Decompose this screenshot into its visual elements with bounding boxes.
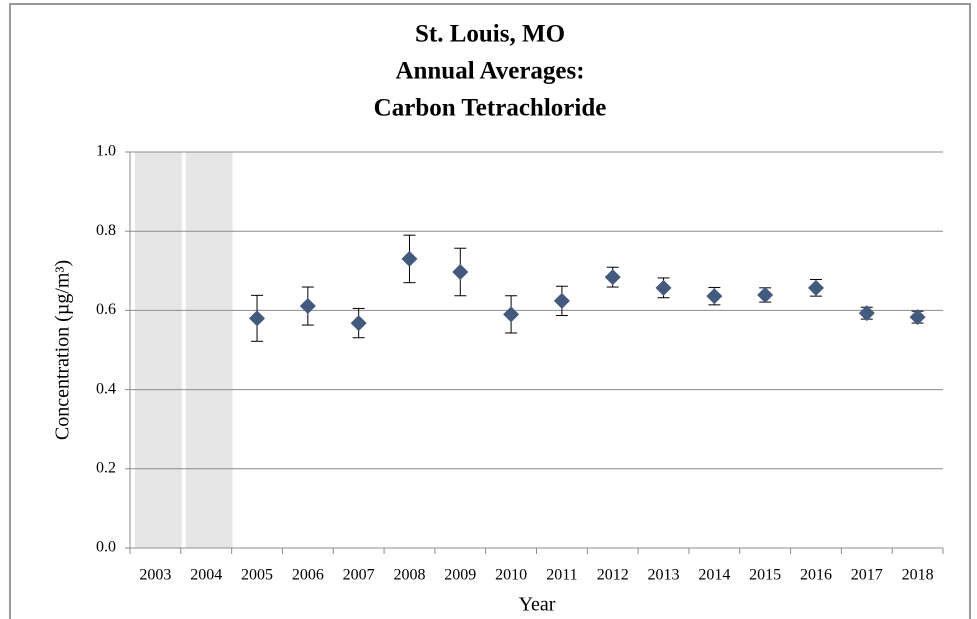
x-tick-label: 2014 <box>698 567 730 584</box>
x-tick-label: 2005 <box>241 567 273 584</box>
marker <box>401 250 418 267</box>
x-tick-label: 2008 <box>393 567 425 584</box>
x-axis-label: Year <box>519 594 556 616</box>
y-tick-label: 0.8 <box>96 222 116 239</box>
y-tick-label: 1.0 <box>96 143 116 160</box>
x-tick-label: 2009 <box>444 567 476 584</box>
x-tick-label: 2006 <box>292 567 324 584</box>
marker <box>909 309 926 326</box>
marker <box>706 288 723 305</box>
no-data-band <box>135 152 182 548</box>
x-tick-label: 2003 <box>139 567 171 584</box>
marker <box>858 305 875 322</box>
chart-title: Annual Averages: <box>395 58 584 85</box>
y-tick-label: 0.2 <box>96 459 116 476</box>
marker <box>553 292 570 309</box>
x-tick-label: 2016 <box>800 567 832 584</box>
x-tick-label: 2010 <box>495 567 527 584</box>
marker <box>299 298 316 315</box>
y-tick-label: 0.4 <box>96 380 116 397</box>
marker <box>757 286 774 303</box>
y-axis-label: Concentration (µg/m³) <box>52 260 74 440</box>
marker <box>604 269 621 286</box>
x-tick-label: 2011 <box>546 567 577 584</box>
marker <box>350 315 367 332</box>
no-data-band <box>185 152 233 548</box>
x-tick-label: 2013 <box>648 567 680 584</box>
marker <box>503 306 520 323</box>
marker <box>452 263 469 280</box>
chart-title: Carbon Tetrachloride <box>374 95 607 122</box>
x-tick-label: 2018 <box>902 567 934 584</box>
x-tick-label: 2012 <box>597 567 629 584</box>
frame <box>9 3 971 619</box>
x-tick-label: 2015 <box>749 567 781 584</box>
x-tick-label: 2007 <box>343 567 375 584</box>
marker <box>655 279 672 296</box>
x-tick-label: 2017 <box>851 567 883 584</box>
y-tick-label: 0.6 <box>96 301 116 318</box>
marker <box>249 310 266 327</box>
x-tick-label: 2004 <box>190 567 222 584</box>
marker <box>807 279 824 296</box>
y-tick-label: 0.0 <box>96 539 116 556</box>
chart-title: St. Louis, MO <box>415 21 565 48</box>
